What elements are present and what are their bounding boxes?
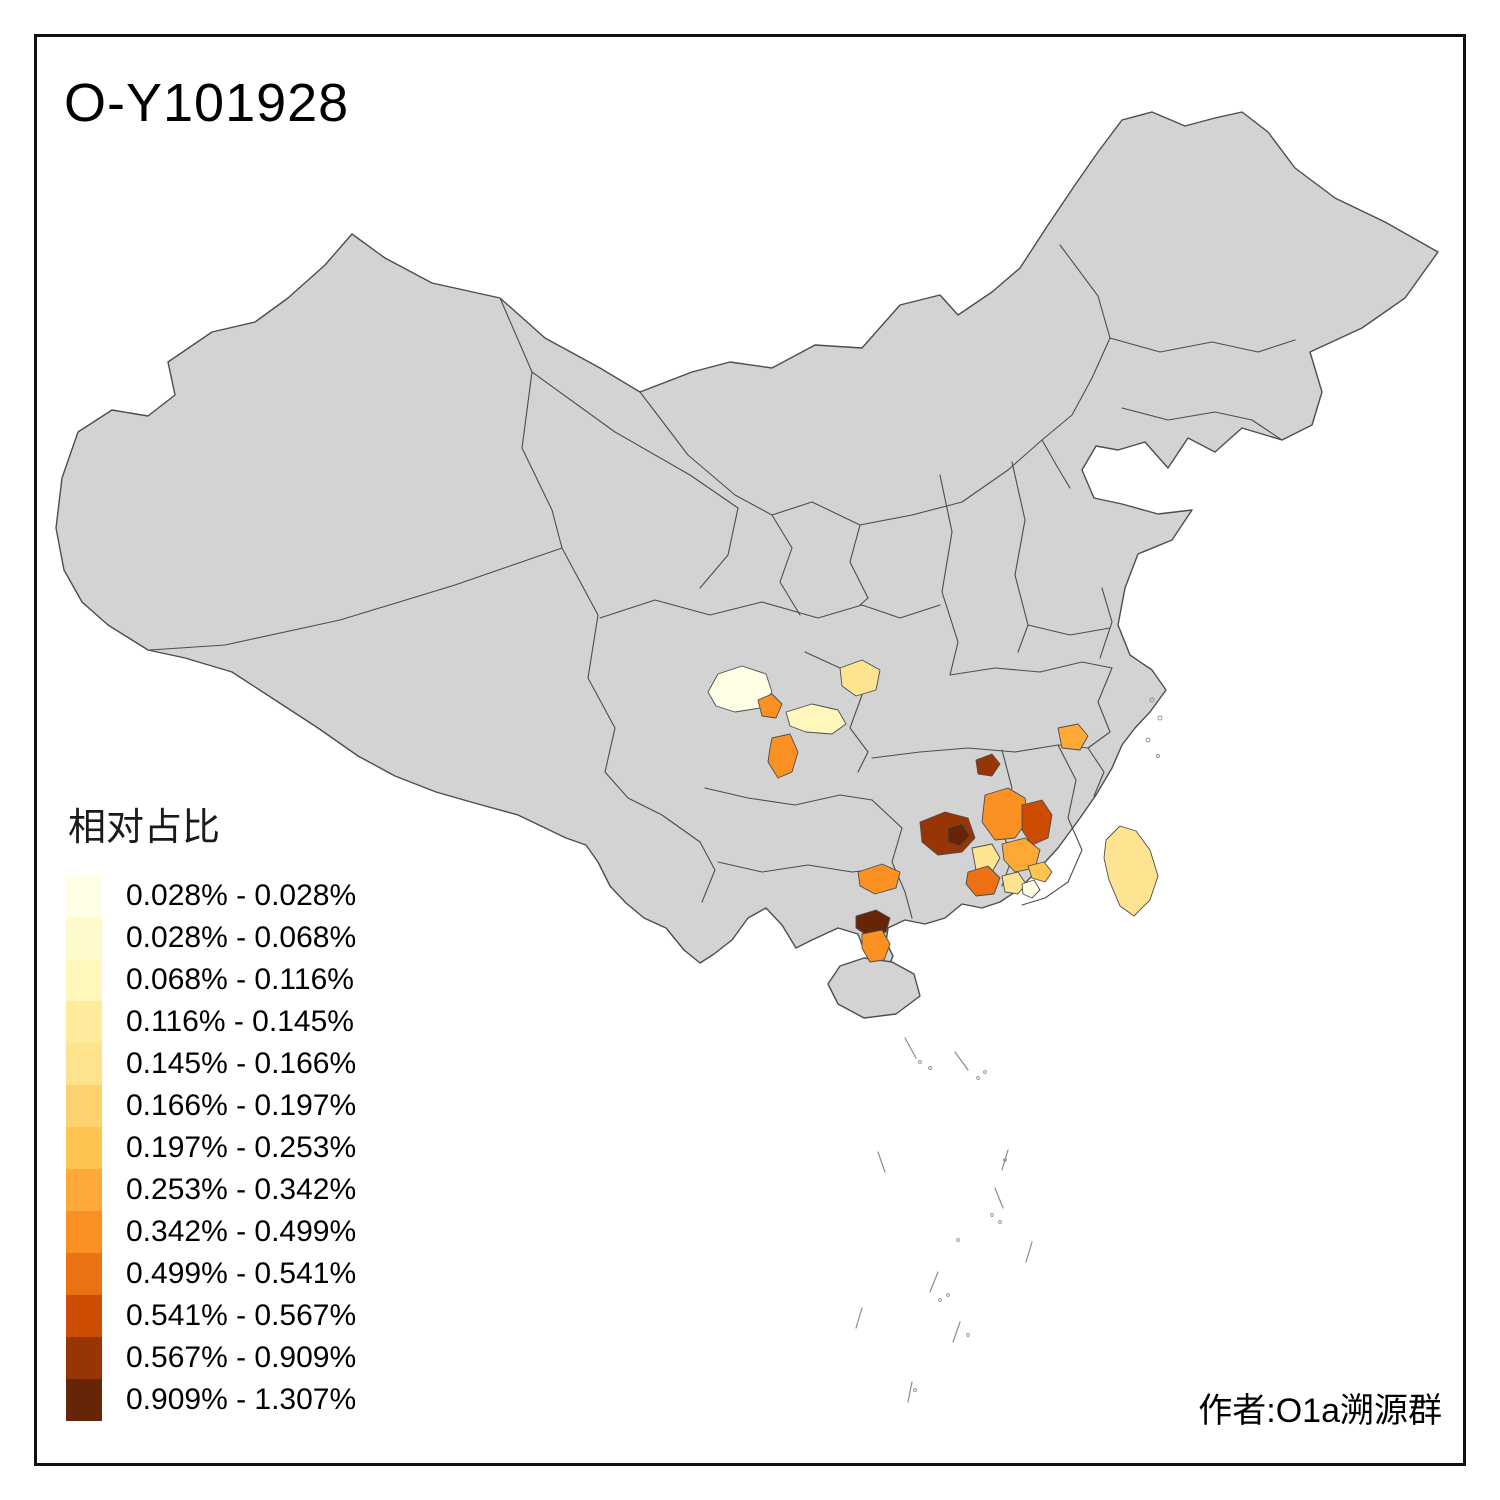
legend-swatch <box>66 1379 102 1421</box>
colored-region <box>981 787 1029 841</box>
province-borders <box>149 244 1296 919</box>
legend: 相对占比 0.028% - 0.028% 0.028% - 0.068% 0.0… <box>66 796 356 1421</box>
colored-region <box>861 929 891 963</box>
legend-item-label: 0.567% - 0.909% <box>126 1341 357 1374</box>
province-border <box>804 651 869 773</box>
legend-row: 0.166% - 0.197% <box>66 1085 356 1127</box>
province-border <box>1057 744 1083 883</box>
province-border <box>1099 587 1113 659</box>
colored-regions <box>707 659 1159 963</box>
legend-row: 0.145% - 0.166% <box>66 1043 356 1085</box>
plot-frame <box>34 34 1466 1466</box>
colored-region <box>857 863 901 895</box>
legend-item-label: 0.499% - 0.541% <box>126 1257 357 1290</box>
colored-region <box>971 843 1001 873</box>
legend-row: 0.541% - 0.567% <box>66 1295 356 1337</box>
colored-region <box>757 693 783 719</box>
coastal-islets <box>1145 697 1163 758</box>
province-border <box>531 371 739 589</box>
legend-item-label: 0.197% - 0.253% <box>126 1131 357 1164</box>
province-border <box>704 787 873 806</box>
legend-items: 0.028% - 0.028% 0.028% - 0.068% 0.068% -… <box>66 875 356 1421</box>
south-china-sea-dashes <box>855 1037 1033 1403</box>
legend-row: 0.342% - 0.499% <box>66 1211 356 1253</box>
province-border <box>849 524 869 606</box>
legend-row: 0.909% - 1.307% <box>66 1379 356 1421</box>
legend-swatch <box>66 1127 102 1169</box>
province-border <box>599 599 941 619</box>
colored-region <box>965 865 1001 897</box>
legend-swatch <box>66 1211 102 1253</box>
legend-row: 0.028% - 0.068% <box>66 917 356 959</box>
legend-item-label: 0.253% - 0.342% <box>126 1173 357 1206</box>
province-border <box>1087 667 1113 749</box>
attribution: 作者:O1a溯源群 <box>1198 1392 1442 1430</box>
province-border <box>499 297 563 549</box>
colored-region <box>1021 799 1053 846</box>
legend-swatch <box>66 1337 102 1379</box>
colored-region <box>947 823 971 847</box>
legend-swatch <box>66 875 102 917</box>
legend-row: 0.197% - 0.253% <box>66 1127 356 1169</box>
colored-region <box>767 733 799 779</box>
legend-item-label: 0.068% - 0.116% <box>126 963 354 996</box>
legend-swatch <box>66 1001 102 1043</box>
colored-region <box>1021 879 1041 899</box>
legend-row: 0.499% - 0.541% <box>66 1253 356 1295</box>
legend-row: 0.253% - 0.342% <box>66 1169 356 1211</box>
colored-region <box>707 665 773 713</box>
legend-swatch <box>66 917 102 959</box>
legend-item-label: 0.116% - 0.145% <box>126 1005 354 1038</box>
legend-item-label: 0.909% - 1.307% <box>126 1383 357 1416</box>
colored-region <box>1027 861 1053 883</box>
colored-region <box>1001 871 1027 895</box>
province-border <box>871 799 913 919</box>
legend-item-label: 0.145% - 0.166% <box>126 1047 357 1080</box>
colored-region <box>785 703 847 735</box>
legend-item-label: 0.166% - 0.197% <box>126 1089 357 1122</box>
province-border <box>1087 747 1105 797</box>
province-border <box>939 474 959 676</box>
legend-swatch <box>66 959 102 1001</box>
province-border <box>639 244 1111 526</box>
legend-item-label: 0.541% - 0.567% <box>126 1299 357 1332</box>
legend-row: 0.567% - 0.909% <box>66 1337 356 1379</box>
legend-title: 相对占比 <box>68 807 221 849</box>
page-title: O-Y101928 <box>64 73 350 133</box>
colored-region <box>839 659 881 697</box>
legend-row: 0.116% - 0.145% <box>66 1001 356 1043</box>
province-border <box>1109 337 1296 353</box>
legend-swatch <box>66 1043 102 1085</box>
legend-swatch <box>66 1253 102 1295</box>
province-border <box>627 797 716 903</box>
colored-region <box>855 909 891 937</box>
province-border <box>561 547 629 799</box>
province-border <box>1021 881 1069 906</box>
legend-swatch <box>66 1169 102 1211</box>
province-border <box>771 514 801 616</box>
legend-swatch <box>66 1085 102 1127</box>
legend-row: 0.068% - 0.116% <box>66 959 356 1001</box>
province-border <box>1027 624 1111 636</box>
province-border <box>1121 407 1283 441</box>
province-border <box>149 547 563 651</box>
legend-row: 0.028% - 0.028% <box>66 875 356 917</box>
legend-item-label: 0.342% - 0.499% <box>126 1215 357 1248</box>
legend-item-label: 0.028% - 0.028% <box>126 879 357 912</box>
legend-swatch <box>66 1295 102 1337</box>
province-border <box>1011 461 1029 653</box>
colored-region <box>1057 723 1089 751</box>
legend-item-label: 0.028% - 0.068% <box>126 921 357 954</box>
colored-region <box>975 753 1001 777</box>
province-border <box>949 661 1113 676</box>
province-border <box>1041 439 1071 489</box>
taiwan-island <box>1103 825 1159 917</box>
